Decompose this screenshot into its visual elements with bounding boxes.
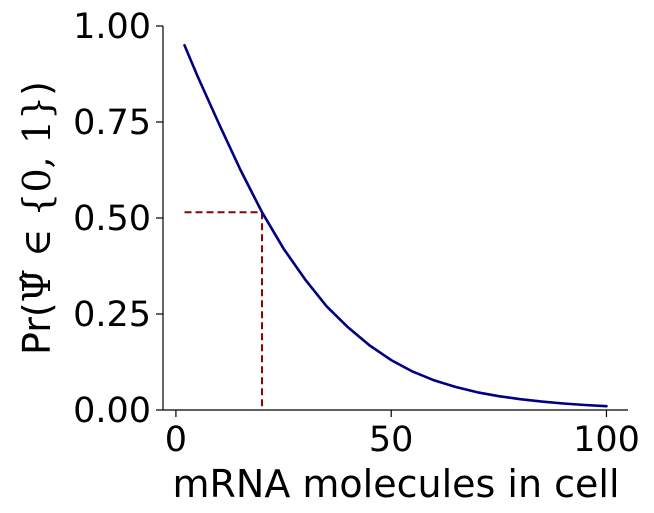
y-axis-label-symbol: Ψ̂ — [15, 269, 59, 302]
y-tick-label: 0.00 — [73, 391, 151, 431]
y-axis-label-prefix: Pr( — [15, 302, 59, 355]
x-tick-label: 100 — [573, 420, 640, 460]
y-ticks: 0.00 0.25 0.50 0.75 1.00 — [73, 7, 163, 431]
y-tick-label: 0.50 — [73, 199, 151, 239]
y-tick-label: 1.00 — [73, 7, 151, 47]
x-axis-label: mRNA molecules in cell — [172, 462, 619, 506]
x-tick-label: 0 — [165, 420, 187, 460]
probability-curve — [183, 43, 608, 408]
y-tick-label: 0.75 — [73, 103, 151, 143]
y-axis-label-suffix: ) — [15, 81, 59, 96]
y-tick-label: 0.25 — [73, 295, 151, 335]
y-axis-label: Pr(Ψ̂ ∈ {0, 1}) — [15, 81, 59, 355]
series-layer — [183, 43, 608, 408]
plot-area: 0.00 0.25 0.50 0.75 1.00 0 50 100 — [73, 7, 640, 460]
x-ticks: 0 50 100 — [165, 410, 640, 460]
x-tick-label: 50 — [369, 420, 414, 460]
reference-lines — [184, 211, 264, 410]
y-axis-label-set: {0, 1} — [15, 96, 59, 217]
y-axis-label-relation: ∈ — [15, 217, 59, 269]
